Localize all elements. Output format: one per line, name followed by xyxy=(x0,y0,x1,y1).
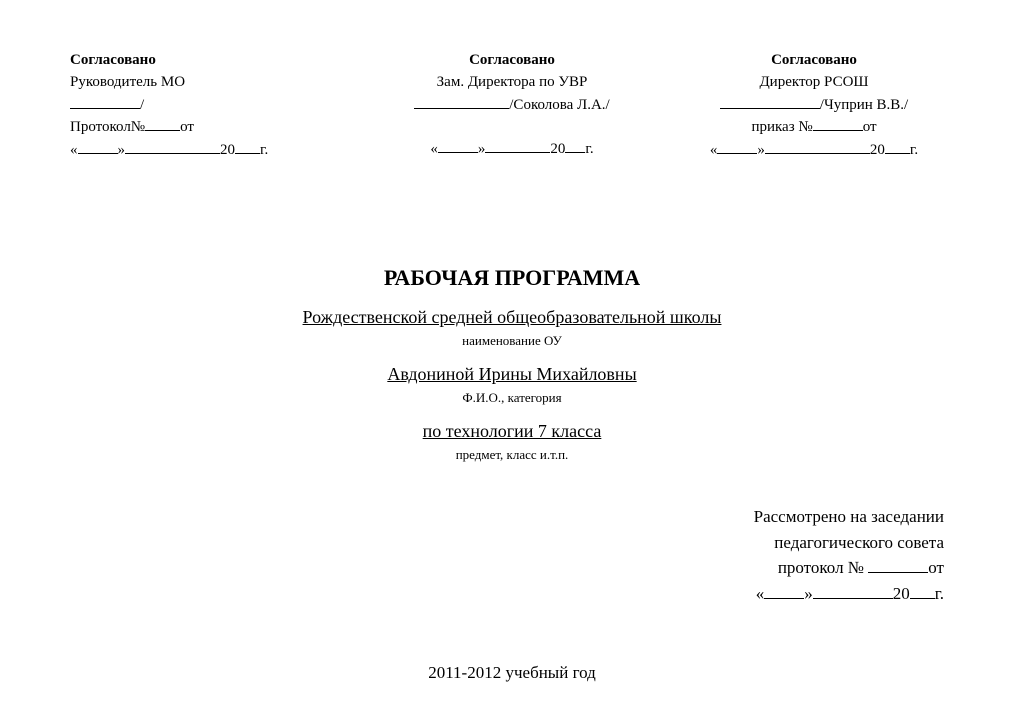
protocol-label: протокол № xyxy=(778,558,868,577)
quote-open: « xyxy=(430,141,438,157)
quote-open: « xyxy=(756,584,765,603)
date-line: « » 20 г. xyxy=(674,139,954,162)
approval-role: Директор РСОШ xyxy=(674,72,954,94)
protocol-from: от xyxy=(180,119,194,135)
blank-line xyxy=(765,139,870,154)
blank-line xyxy=(764,582,804,599)
approval-role: Зам. Директора по УВР xyxy=(372,72,652,94)
quote-close: » xyxy=(118,142,126,158)
document-title: РАБОЧАЯ ПРОГРАММА xyxy=(70,262,954,294)
council-protocol: протокол № от xyxy=(70,555,944,581)
signature-line: /Соколова Л.А./ xyxy=(372,94,652,117)
order-line: приказ № от xyxy=(674,116,954,139)
signature-name: /Соколова Л.А./ xyxy=(509,97,609,113)
year-suffix: г. xyxy=(910,142,918,158)
date-line: « » 20 г. xyxy=(372,138,652,161)
teacher-name: Авдониной Ирины Михайловны xyxy=(70,361,954,387)
order-from: от xyxy=(863,119,877,135)
approval-right: Согласовано Директор РСОШ /Чуприн В.В./ … xyxy=(674,50,954,162)
spacer-line xyxy=(372,116,652,138)
quote-open: « xyxy=(710,142,718,158)
blank-line xyxy=(717,139,757,154)
approval-heading: Согласовано xyxy=(372,50,652,72)
school-name: Рождественской средней общеобразовательн… xyxy=(70,304,954,330)
academic-year: 2011-2012 учебный год xyxy=(70,661,954,686)
subject-line: по технологии 7 класса xyxy=(70,418,954,444)
approvals-row: Согласовано Руководитель МО / Протокол№ о… xyxy=(70,50,954,162)
council-date: « » 20 г. xyxy=(70,581,944,607)
year-prefix: 20 xyxy=(220,142,235,158)
blank-line xyxy=(565,138,585,153)
approval-heading: Согласовано xyxy=(674,50,954,72)
date-line: « » 20 г. xyxy=(70,139,350,162)
quote-close: » xyxy=(478,141,486,157)
blank-line xyxy=(235,139,260,154)
protocol-from: от xyxy=(928,558,944,577)
blank-line xyxy=(885,139,910,154)
blank-line xyxy=(438,138,478,153)
signature-line: / xyxy=(70,94,350,117)
subject-sublabel: предмет, класс и.т.п. xyxy=(70,446,954,465)
blank-line xyxy=(720,94,820,109)
blank-line xyxy=(145,116,180,131)
school-sublabel: наименование ОУ xyxy=(70,332,954,351)
year-prefix: 20 xyxy=(893,584,910,603)
blank-line xyxy=(868,556,928,573)
blank-line xyxy=(910,582,935,599)
council-line1: Рассмотрено на заседании xyxy=(70,504,944,530)
order-label: приказ № xyxy=(751,119,812,135)
year-prefix: 20 xyxy=(550,141,565,157)
protocol-label: Протокол№ xyxy=(70,119,145,135)
teacher-sublabel: Ф.И.О., категория xyxy=(70,389,954,408)
main-block: РАБОЧАЯ ПРОГРАММА Рождественской средней… xyxy=(70,262,954,465)
blank-line xyxy=(125,139,220,154)
quote-close: » xyxy=(804,584,813,603)
blank-line xyxy=(813,116,863,131)
year-suffix: г. xyxy=(585,141,593,157)
council-line2: педагогического совета xyxy=(70,530,944,556)
approval-role: Руководитель МО xyxy=(70,72,350,94)
approval-heading: Согласовано xyxy=(70,50,350,72)
blank-line xyxy=(70,94,140,109)
quote-open: « xyxy=(70,142,78,158)
blank-line xyxy=(813,582,893,599)
protocol-line: Протокол№ от xyxy=(70,116,350,139)
council-block: Рассмотрено на заседании педагогического… xyxy=(70,504,954,606)
blank-line xyxy=(485,138,550,153)
year-prefix: 20 xyxy=(870,142,885,158)
slash: / xyxy=(140,97,144,113)
signature-name: /Чуприн В.В./ xyxy=(820,97,908,113)
approval-center: Согласовано Зам. Директора по УВР /Сокол… xyxy=(372,50,652,162)
blank-line xyxy=(78,139,118,154)
year-suffix: г. xyxy=(260,142,268,158)
quote-close: » xyxy=(757,142,765,158)
year-suffix: г. xyxy=(935,584,944,603)
approval-left: Согласовано Руководитель МО / Протокол№ о… xyxy=(70,50,350,162)
signature-line: /Чуприн В.В./ xyxy=(674,94,954,117)
blank-line xyxy=(414,94,509,109)
